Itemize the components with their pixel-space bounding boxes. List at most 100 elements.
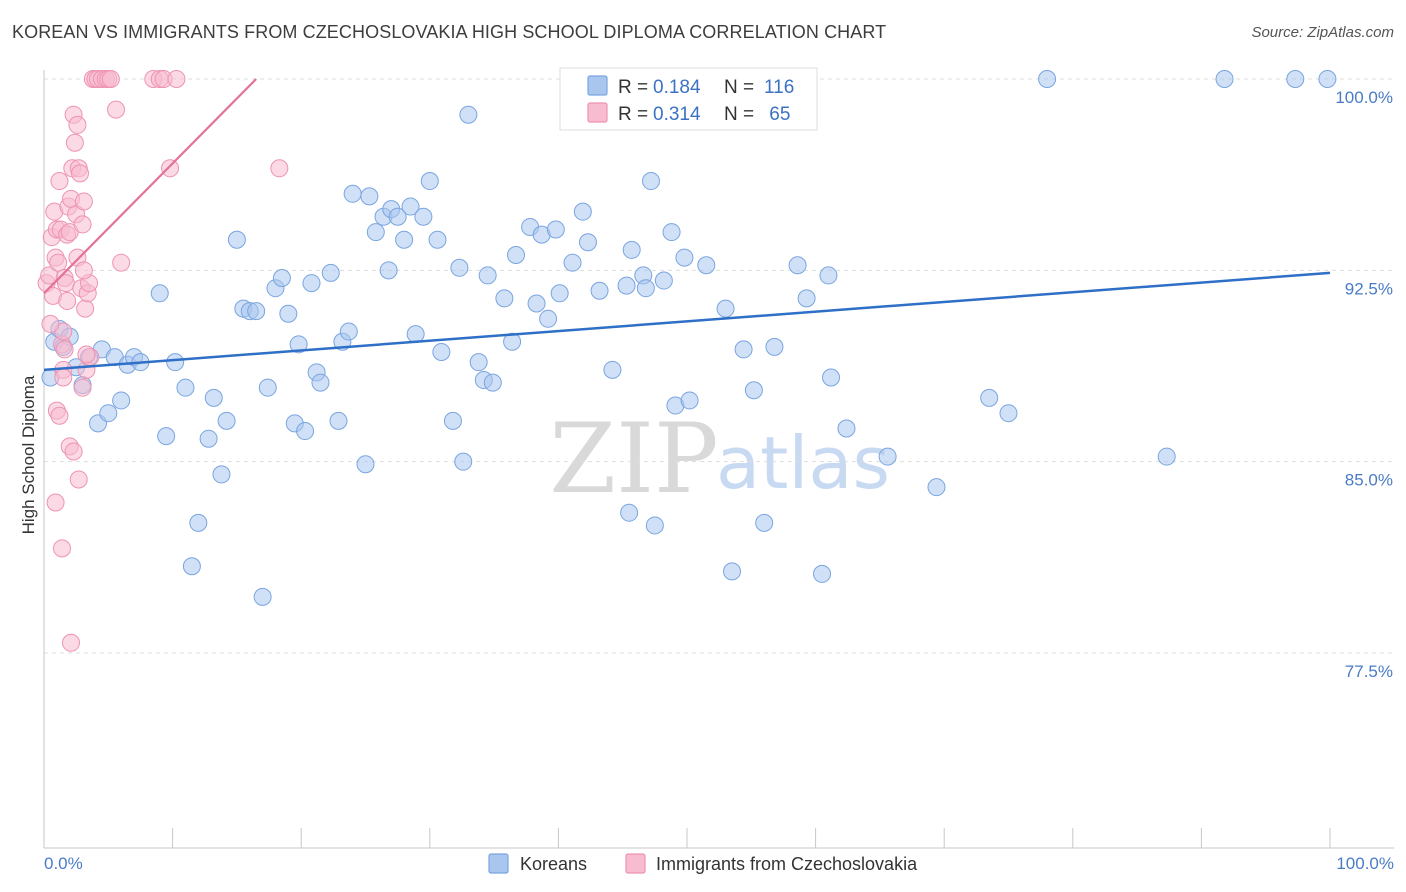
korean-point	[443, 411, 462, 430]
czech-point	[161, 159, 180, 178]
czech-point	[77, 345, 96, 364]
trend-line-koreans	[43, 271, 1331, 372]
legend-r-label-2: R =	[618, 104, 648, 125]
korean-point	[641, 172, 660, 191]
korean-point	[279, 304, 298, 323]
y-tick-label: 77.5%	[1345, 662, 1393, 681]
korean-point	[546, 220, 565, 239]
korean-point	[469, 353, 488, 372]
korean-point	[654, 271, 673, 290]
y-tick-label: 85.0%	[1345, 471, 1393, 490]
czech-point	[69, 470, 88, 489]
legend-n-value-2: 65	[764, 104, 790, 125]
series-czech	[37, 70, 289, 652]
legend-swatch-czech	[587, 102, 608, 123]
czech-point	[49, 253, 68, 272]
czech-point	[71, 164, 90, 183]
korean-point	[813, 564, 832, 583]
chart-title: KOREAN VS IMMIGRANTS FROM CZECHOSLOVAKIA…	[12, 22, 887, 42]
czech-point	[58, 291, 77, 310]
trend-line-czech	[43, 78, 257, 295]
korean-point	[563, 253, 582, 272]
korean-point	[212, 465, 231, 484]
y-axis-title: High School Diploma	[19, 375, 38, 534]
korean-point	[395, 230, 414, 249]
bottom-legend-label-czech: Immigrants from Czechoslovakia	[656, 854, 918, 874]
korean-point	[99, 404, 118, 423]
korean-point	[157, 427, 176, 446]
bottom-legend-swatch-czech	[625, 853, 646, 874]
watermark-atlas: atlas	[716, 421, 890, 505]
korean-point	[723, 562, 742, 581]
korean-point	[878, 447, 897, 466]
czech-point	[270, 159, 289, 178]
czech-point	[41, 314, 60, 333]
y-tick-label: 92.5%	[1345, 279, 1393, 298]
legend-box: R = 0.184 N = 116 R = 0.314 N = 65	[559, 67, 818, 131]
korean-point	[744, 381, 763, 400]
korean-point	[590, 281, 609, 300]
czech-point	[54, 368, 73, 387]
czech-point	[50, 406, 69, 425]
czech-point	[112, 253, 131, 272]
korean-point	[150, 284, 169, 303]
y-tick-label: 100.0%	[1335, 88, 1393, 107]
korean-point	[662, 223, 681, 242]
czech-point	[74, 261, 93, 280]
bottom-legend-label-koreans: Koreans	[520, 854, 587, 874]
korean-point	[258, 378, 277, 397]
korean-point	[329, 411, 348, 430]
korean-point	[837, 419, 856, 438]
korean-point	[622, 240, 641, 259]
legend-swatch-koreans	[587, 75, 608, 96]
source-credit: Source: ZipAtlas.com	[1251, 24, 1394, 41]
korean-point	[797, 289, 816, 308]
czech-point	[74, 192, 93, 211]
korean-point	[339, 322, 358, 341]
korean-point	[617, 276, 636, 295]
korean-point	[204, 388, 223, 407]
legend-n-value-1: 116	[764, 77, 794, 98]
korean-point	[999, 404, 1018, 423]
korean-point	[406, 325, 425, 344]
korean-point	[734, 340, 753, 359]
czech-point	[76, 299, 95, 318]
korean-point	[302, 274, 321, 293]
czech-point	[53, 539, 72, 558]
series-koreans	[41, 70, 1337, 606]
bottom-legend: Koreans Immigrants from Czechoslovakia	[488, 853, 918, 874]
legend-n-label-2: N =	[724, 104, 754, 125]
korean-point	[311, 373, 330, 392]
korean-point	[379, 261, 398, 280]
korean-point	[755, 513, 774, 532]
legend-r-value-2: 0.314	[653, 104, 701, 125]
korean-point	[680, 391, 699, 410]
czech-point	[101, 70, 120, 88]
korean-point	[360, 187, 379, 206]
korean-point	[401, 197, 420, 216]
x-tick-label-max: 100.0%	[1336, 854, 1394, 873]
x-tick-label-min: 0.0%	[44, 854, 83, 873]
czech-point	[73, 215, 92, 234]
korean-point	[289, 335, 308, 354]
korean-point	[217, 411, 236, 430]
korean-point	[503, 332, 522, 351]
czech-point	[73, 378, 92, 397]
korean-point	[112, 391, 131, 410]
y-tick-labels: 100.0% 92.5% 85.0% 77.5%	[1335, 88, 1393, 681]
korean-point	[578, 233, 597, 252]
korean-point	[1215, 70, 1234, 88]
korean-point	[1318, 70, 1337, 88]
czech-point	[62, 633, 81, 652]
korean-point	[697, 256, 716, 275]
korean-point	[675, 248, 694, 267]
korean-point	[1286, 70, 1305, 88]
korean-point	[527, 294, 546, 313]
legend-r-label-1: R =	[618, 77, 648, 98]
korean-point	[166, 353, 185, 372]
czech-point	[65, 133, 84, 152]
gridlines	[44, 78, 1394, 654]
korean-point	[428, 230, 447, 249]
korean-point	[716, 299, 735, 318]
